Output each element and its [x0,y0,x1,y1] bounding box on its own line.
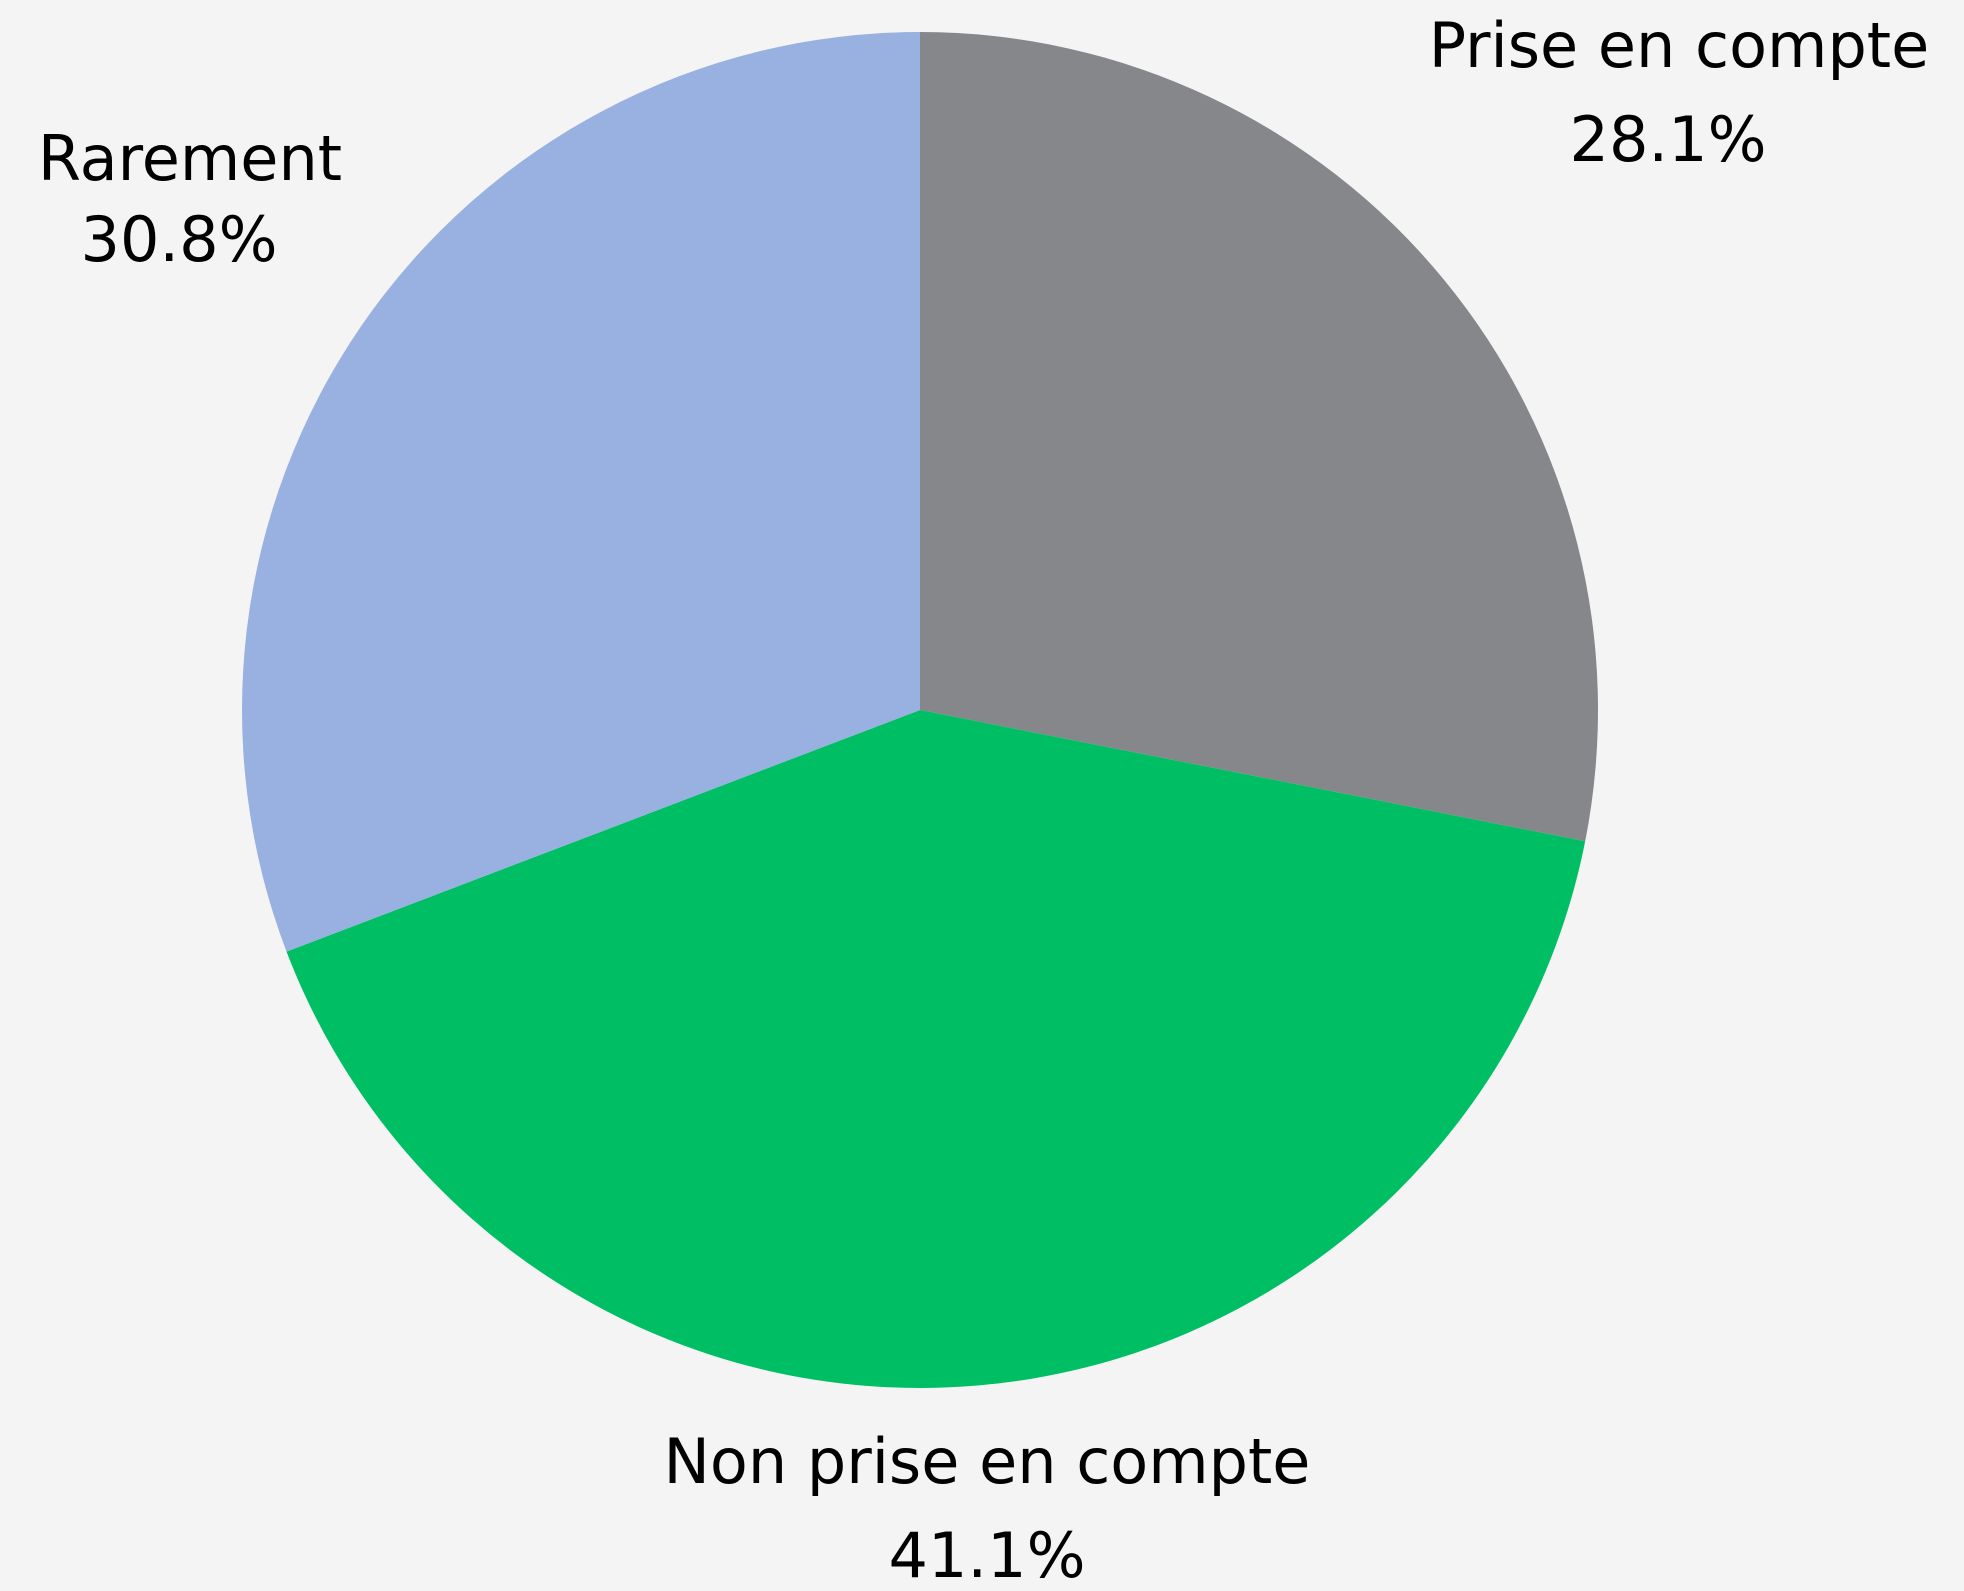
pie-slice [286,710,1586,1388]
slice-value-label: 28.1% [1570,103,1767,176]
pie-slice [920,32,1598,842]
slice-value-label: 30.8% [81,203,278,276]
slice-label: Prise en compte [1429,9,1930,82]
pie-slice [241,32,920,952]
slice-value-label: 41.1% [889,1519,1086,1591]
slice-label: Non prise en compte [664,1425,1311,1498]
slice-label: Rarement [38,122,342,195]
